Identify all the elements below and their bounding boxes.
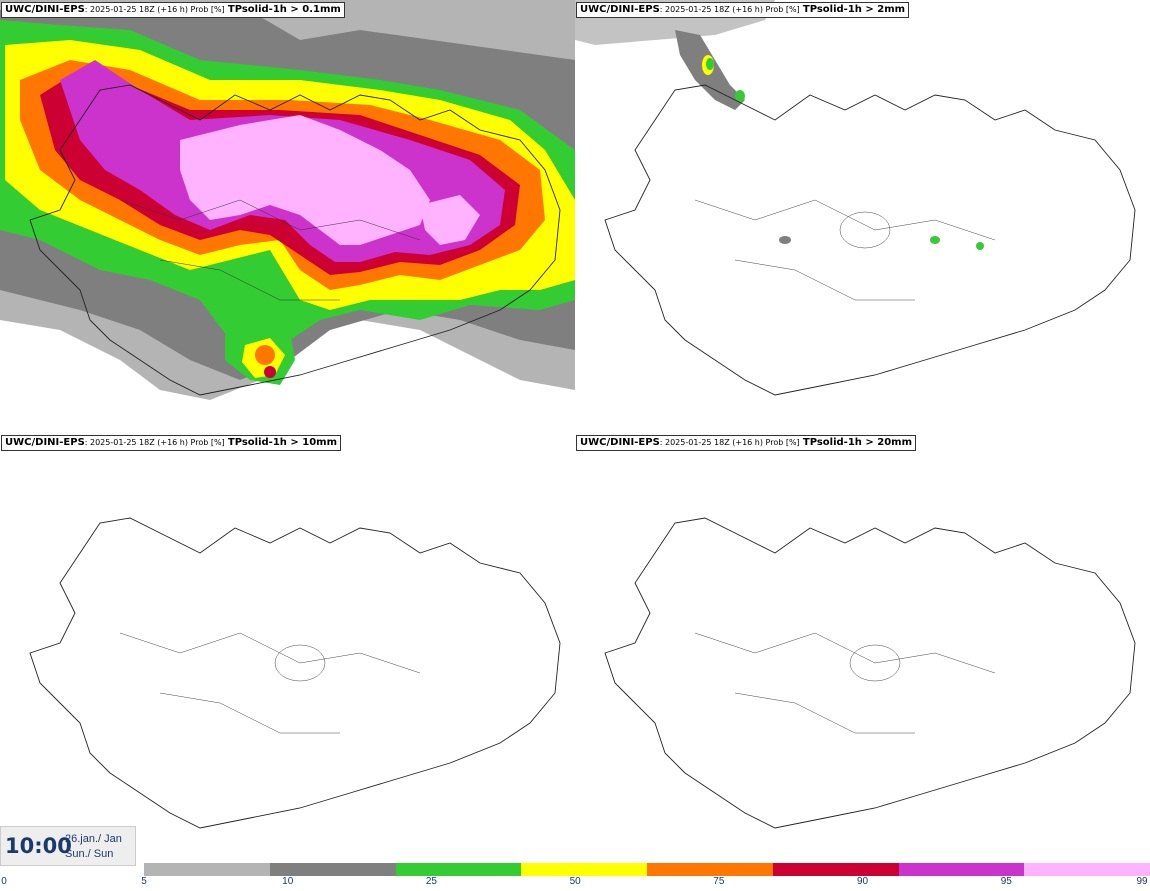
probability-colorbar xyxy=(144,863,1150,876)
map-panel-20mm: UWC/DINI-EPS: 2025-01-25 18Z (+16 h) Pro… xyxy=(575,433,1150,863)
panel-title: UWC/DINI-EPS: 2025-01-25 18Z (+16 h) Pro… xyxy=(1,2,345,18)
colorbar-tick-label: 50 xyxy=(569,876,581,887)
parameter-label: TPsolid-1h > 20mm xyxy=(802,437,913,448)
parameter-label: TPsolid-1h > 0.1mm xyxy=(227,4,341,15)
colorbar-tick-label: 75 xyxy=(713,876,725,887)
panel-title: UWC/DINI-EPS: 2025-01-25 18Z (+16 h) Pro… xyxy=(576,435,917,451)
colorbar-segment xyxy=(647,863,773,876)
probability-map xyxy=(0,433,575,863)
map-panel-2mm: UWC/DINI-EPS: 2025-01-25 18Z (+16 h) Pro… xyxy=(575,0,1150,430)
colorbar-tick-label: 99 xyxy=(1136,876,1148,887)
colorbar-segment xyxy=(395,863,522,876)
colorbar-segment xyxy=(144,863,270,876)
valid-time: 10:00 xyxy=(5,834,72,858)
probability-map xyxy=(575,0,1150,430)
valid-date: 26.jan./ Jan xyxy=(65,833,122,845)
run-label: : 2025-01-25 18Z (+16 h) Prob [%] xyxy=(659,5,800,14)
map-panel-0.1mm: UWC/DINI-EPS: 2025-01-25 18Z (+16 h) Pro… xyxy=(0,0,575,430)
probability-map xyxy=(0,0,575,430)
colorbar-tick-label: 0 xyxy=(1,876,7,887)
colorbar-segment xyxy=(269,863,396,876)
map-panel-10mm: UWC/DINI-EPS: 2025-01-25 18Z (+16 h) Pro… xyxy=(0,433,575,863)
colorbar-tick-label: 95 xyxy=(1000,876,1012,887)
model-label: UWC/DINI-EPS xyxy=(580,4,660,15)
model-label: UWC/DINI-EPS xyxy=(5,437,85,448)
colorbar-tick-label: 10 xyxy=(282,876,294,887)
colorbar-tick-label: 90 xyxy=(857,876,869,887)
colorbar-segment xyxy=(772,863,899,876)
panel-title: UWC/DINI-EPS: 2025-01-25 18Z (+16 h) Pro… xyxy=(1,435,342,451)
parameter-label: TPsolid-1h > 2mm xyxy=(802,4,906,15)
run-label: : 2025-01-25 18Z (+16 h) Prob [%] xyxy=(84,5,225,14)
run-label: : 2025-01-25 18Z (+16 h) Prob [%] xyxy=(84,438,225,447)
colorbar-tick-label: 25 xyxy=(425,876,437,887)
valid-day: Sun./ Sun xyxy=(65,848,114,860)
model-label: UWC/DINI-EPS xyxy=(580,437,660,448)
run-label: : 2025-01-25 18Z (+16 h) Prob [%] xyxy=(659,438,800,447)
panel-title: UWC/DINI-EPS: 2025-01-25 18Z (+16 h) Pro… xyxy=(576,2,910,18)
valid-time-box: 10:00 26.jan./ Jan Sun./ Sun xyxy=(0,826,136,866)
model-label: UWC/DINI-EPS xyxy=(5,4,85,15)
colorbar-segment xyxy=(898,863,1025,876)
probability-map xyxy=(575,433,1150,863)
colorbar-tick-label: 5 xyxy=(141,876,147,887)
colorbar-segment xyxy=(1024,863,1150,876)
colorbar-segment xyxy=(521,863,647,876)
parameter-label: TPsolid-1h > 10mm xyxy=(227,437,338,448)
